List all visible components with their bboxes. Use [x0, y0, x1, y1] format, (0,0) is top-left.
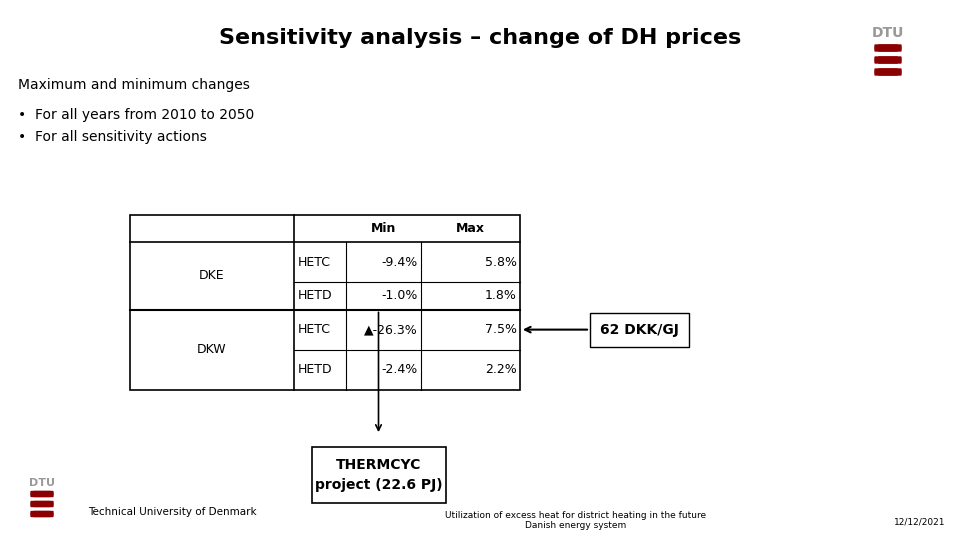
FancyBboxPatch shape — [311, 447, 445, 503]
Text: Maximum and minimum changes: Maximum and minimum changes — [18, 78, 250, 92]
Text: Danish energy system: Danish energy system — [525, 522, 627, 530]
FancyArrow shape — [875, 57, 901, 63]
FancyArrow shape — [875, 45, 901, 51]
FancyBboxPatch shape — [590, 313, 689, 347]
Text: -2.4%: -2.4% — [381, 363, 418, 376]
Text: Technical University of Denmark: Technical University of Denmark — [88, 507, 256, 517]
FancyArrow shape — [31, 511, 53, 516]
Bar — [130, 215, 520, 390]
Text: project (22.6 PJ): project (22.6 PJ) — [315, 478, 443, 492]
FancyArrow shape — [875, 57, 901, 63]
Text: HETC: HETC — [298, 256, 331, 269]
Text: Sensitivity analysis – change of DH prices: Sensitivity analysis – change of DH pric… — [219, 28, 741, 48]
Text: 2.2%: 2.2% — [485, 363, 517, 376]
Text: HETD: HETD — [298, 289, 332, 302]
Text: •  For all years from 2010 to 2050: • For all years from 2010 to 2050 — [18, 108, 254, 122]
Text: -9.4%: -9.4% — [381, 256, 418, 269]
FancyArrow shape — [31, 491, 53, 496]
FancyArrow shape — [875, 69, 901, 75]
Text: DTU: DTU — [29, 478, 55, 488]
Text: -1.0%: -1.0% — [381, 289, 418, 302]
FancyArrow shape — [875, 69, 901, 75]
Text: •  For all sensitivity actions: • For all sensitivity actions — [18, 130, 206, 144]
Text: DKW: DKW — [197, 343, 227, 356]
Text: 62 DKK/GJ: 62 DKK/GJ — [600, 322, 679, 336]
FancyArrow shape — [875, 45, 901, 51]
Text: Max: Max — [456, 222, 485, 235]
Text: DTU: DTU — [872, 26, 904, 40]
Text: THERMCYC: THERMCYC — [336, 458, 421, 472]
Text: HETD: HETD — [298, 363, 332, 376]
Text: ▲-26.3%: ▲-26.3% — [364, 323, 418, 336]
FancyArrow shape — [31, 491, 53, 496]
Text: 12/12/2021: 12/12/2021 — [894, 517, 945, 526]
FancyArrow shape — [31, 502, 53, 507]
Text: DKE: DKE — [199, 269, 225, 282]
Text: 1.8%: 1.8% — [485, 289, 517, 302]
Text: HETC: HETC — [298, 323, 331, 336]
FancyArrow shape — [31, 502, 53, 507]
FancyArrow shape — [31, 511, 53, 516]
Text: Utilization of excess heat for district heating in the future: Utilization of excess heat for district … — [445, 511, 707, 521]
Text: 5.8%: 5.8% — [485, 256, 517, 269]
Text: 7.5%: 7.5% — [485, 323, 517, 336]
Text: Min: Min — [371, 222, 396, 235]
